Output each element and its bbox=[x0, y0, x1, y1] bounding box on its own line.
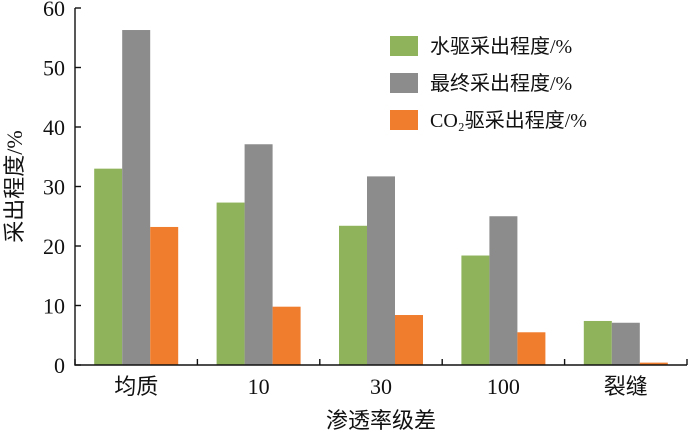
y-axis-title: 采出程度/% bbox=[2, 130, 27, 242]
y-tick-label: 20 bbox=[43, 234, 65, 259]
bar-30-series-1 bbox=[339, 225, 367, 365]
bar-30-series-2 bbox=[367, 176, 395, 365]
bar-均质-series-1 bbox=[94, 168, 123, 365]
bar-裂缝-series-2 bbox=[611, 322, 640, 365]
bar-10-series-2 bbox=[244, 144, 273, 365]
legend-label-2: 最终采出程度/% bbox=[430, 72, 572, 95]
bar-10-series-3 bbox=[272, 306, 301, 365]
x-tick-label: 裂缝 bbox=[604, 374, 648, 399]
bar-100-series-1 bbox=[461, 255, 490, 365]
legend-swatch-3 bbox=[390, 110, 418, 130]
y-tick-label: 50 bbox=[43, 56, 65, 81]
legend-swatch-2 bbox=[390, 73, 418, 93]
x-axis-title: 渗透率级差 bbox=[326, 408, 436, 433]
bar-裂缝-series-3 bbox=[639, 362, 668, 365]
legend-label-3: CO₂驱采出程度/% bbox=[430, 109, 587, 132]
bars-group bbox=[94, 30, 668, 365]
bar-裂缝-series-1 bbox=[583, 320, 612, 365]
y-tick-label: 0 bbox=[54, 353, 65, 378]
legend-label-1: 水驱采出程度/% bbox=[430, 35, 572, 58]
x-tick-label: 均质 bbox=[114, 374, 158, 399]
legend-swatch-1 bbox=[390, 36, 418, 56]
y-tick-label: 10 bbox=[43, 294, 65, 319]
bar-30-series-3 bbox=[395, 315, 423, 365]
bar-10-series-1 bbox=[216, 202, 245, 365]
x-tick-label: 30 bbox=[370, 374, 392, 399]
legend: 水驱采出程度/% 最终采出程度/% CO₂驱采出程度/% bbox=[390, 35, 587, 132]
bar-100-series-3 bbox=[517, 332, 546, 365]
x-tick-label: 100 bbox=[487, 374, 520, 399]
y-tick-label: 30 bbox=[43, 175, 65, 200]
y-tick-label: 60 bbox=[43, 0, 65, 21]
bar-均质-series-2 bbox=[122, 30, 151, 365]
axes-group: 0 10 20 30 40 50 60 均质 10 30 100 裂缝 bbox=[43, 0, 688, 399]
x-tick-label: 10 bbox=[248, 374, 270, 399]
y-tick-label: 40 bbox=[43, 115, 65, 140]
bar-100-series-2 bbox=[489, 216, 518, 365]
bar-均质-series-3 bbox=[150, 226, 179, 365]
